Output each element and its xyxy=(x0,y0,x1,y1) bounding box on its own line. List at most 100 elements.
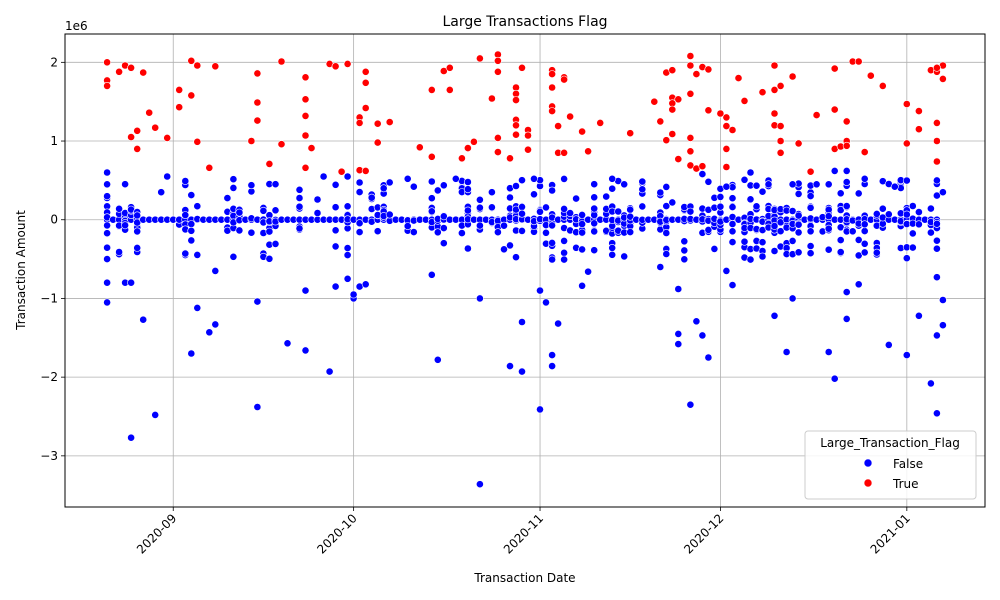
data-point-false xyxy=(385,210,394,219)
data-point-false xyxy=(662,202,671,210)
data-point-true xyxy=(933,137,941,145)
data-point-false xyxy=(728,194,737,203)
data-point-false xyxy=(475,480,484,489)
data-point-false xyxy=(602,192,611,201)
data-point-false xyxy=(590,204,599,213)
data-point-true xyxy=(686,89,695,98)
data-point-false xyxy=(475,294,484,303)
data-point-false xyxy=(451,174,460,183)
data-point-false xyxy=(560,236,568,245)
y-tick-label: −1 xyxy=(40,291,58,305)
data-point-false xyxy=(536,207,544,216)
data-point-false xyxy=(794,211,803,220)
data-point-false xyxy=(578,281,586,290)
data-point-false xyxy=(927,379,935,388)
data-point-true xyxy=(512,130,520,139)
data-point-false xyxy=(915,311,923,320)
data-point-true xyxy=(584,147,592,156)
data-point-false xyxy=(704,353,713,362)
data-point-false xyxy=(229,183,238,192)
data-point-false xyxy=(518,226,526,235)
data-point-true xyxy=(415,143,424,152)
data-point-false xyxy=(728,238,737,246)
data-point-false xyxy=(193,202,202,211)
data-point-false xyxy=(578,220,586,228)
data-point-true xyxy=(301,112,310,120)
data-point-false xyxy=(115,248,123,256)
data-point-false xyxy=(578,228,586,237)
data-point-false xyxy=(229,175,238,184)
data-point-true xyxy=(373,138,382,147)
data-point-false xyxy=(674,329,683,338)
data-point-true xyxy=(337,167,346,176)
data-point-false xyxy=(439,224,448,232)
data-point-true xyxy=(686,161,695,170)
data-point-false xyxy=(680,237,689,246)
data-point-true xyxy=(265,159,274,168)
data-point-false xyxy=(872,248,881,257)
data-point-false xyxy=(223,194,232,202)
data-point-false xyxy=(181,211,190,219)
data-point-false xyxy=(620,252,629,261)
data-point-true xyxy=(686,52,695,60)
data-point-false xyxy=(590,180,599,189)
data-point-true xyxy=(686,61,695,70)
data-point-false xyxy=(343,202,352,211)
data-point-true xyxy=(524,145,532,154)
data-point-false xyxy=(626,228,635,236)
data-point-true xyxy=(301,95,310,104)
data-point-false xyxy=(854,280,863,289)
data-point-false xyxy=(728,227,737,236)
data-point-false xyxy=(860,248,869,257)
data-point-true xyxy=(878,82,887,90)
data-point-false xyxy=(103,229,111,238)
data-point-false xyxy=(247,228,256,237)
data-point-false xyxy=(902,176,911,185)
data-point-false xyxy=(548,255,556,264)
data-point-false xyxy=(295,202,304,211)
data-point-true xyxy=(830,64,839,73)
data-point-false xyxy=(439,212,448,221)
data-point-false xyxy=(151,410,160,419)
data-point-false xyxy=(331,242,340,251)
data-point-true xyxy=(566,112,574,121)
data-point-true xyxy=(770,61,779,70)
data-point-false xyxy=(608,174,617,183)
data-point-false xyxy=(560,248,568,257)
data-point-false xyxy=(530,190,538,199)
data-point-false xyxy=(933,176,941,185)
data-point-false xyxy=(500,245,508,254)
data-point-true xyxy=(722,163,731,171)
data-point-false xyxy=(103,168,111,177)
data-point-false xyxy=(560,174,568,183)
data-point-true xyxy=(133,126,142,135)
data-point-true xyxy=(596,119,605,127)
data-point-true xyxy=(854,57,863,66)
data-point-false xyxy=(716,192,725,201)
data-point-true xyxy=(361,67,370,76)
data-point-false xyxy=(927,228,935,237)
data-point-true xyxy=(548,83,556,92)
data-point-false xyxy=(355,178,364,187)
data-point-true xyxy=(361,78,370,87)
data-point-true xyxy=(301,131,310,140)
data-point-false xyxy=(860,239,869,248)
data-point-false xyxy=(788,207,797,215)
data-point-false xyxy=(884,340,893,349)
y-offset-label: 1e6 xyxy=(65,19,88,33)
data-point-true xyxy=(668,66,677,75)
data-point-false xyxy=(355,228,364,236)
data-points xyxy=(103,50,947,489)
legend-title: Large_Transaction_Flag xyxy=(820,436,960,450)
data-point-true xyxy=(668,130,677,138)
data-point-false xyxy=(427,194,436,203)
data-point-false xyxy=(758,187,767,196)
data-point-false xyxy=(933,236,941,245)
data-point-false xyxy=(710,244,719,253)
data-point-false xyxy=(379,184,388,193)
data-point-false xyxy=(872,209,881,218)
data-point-false xyxy=(824,224,833,233)
data-point-true xyxy=(385,118,394,126)
data-point-false xyxy=(638,202,647,211)
data-point-false xyxy=(746,168,755,177)
